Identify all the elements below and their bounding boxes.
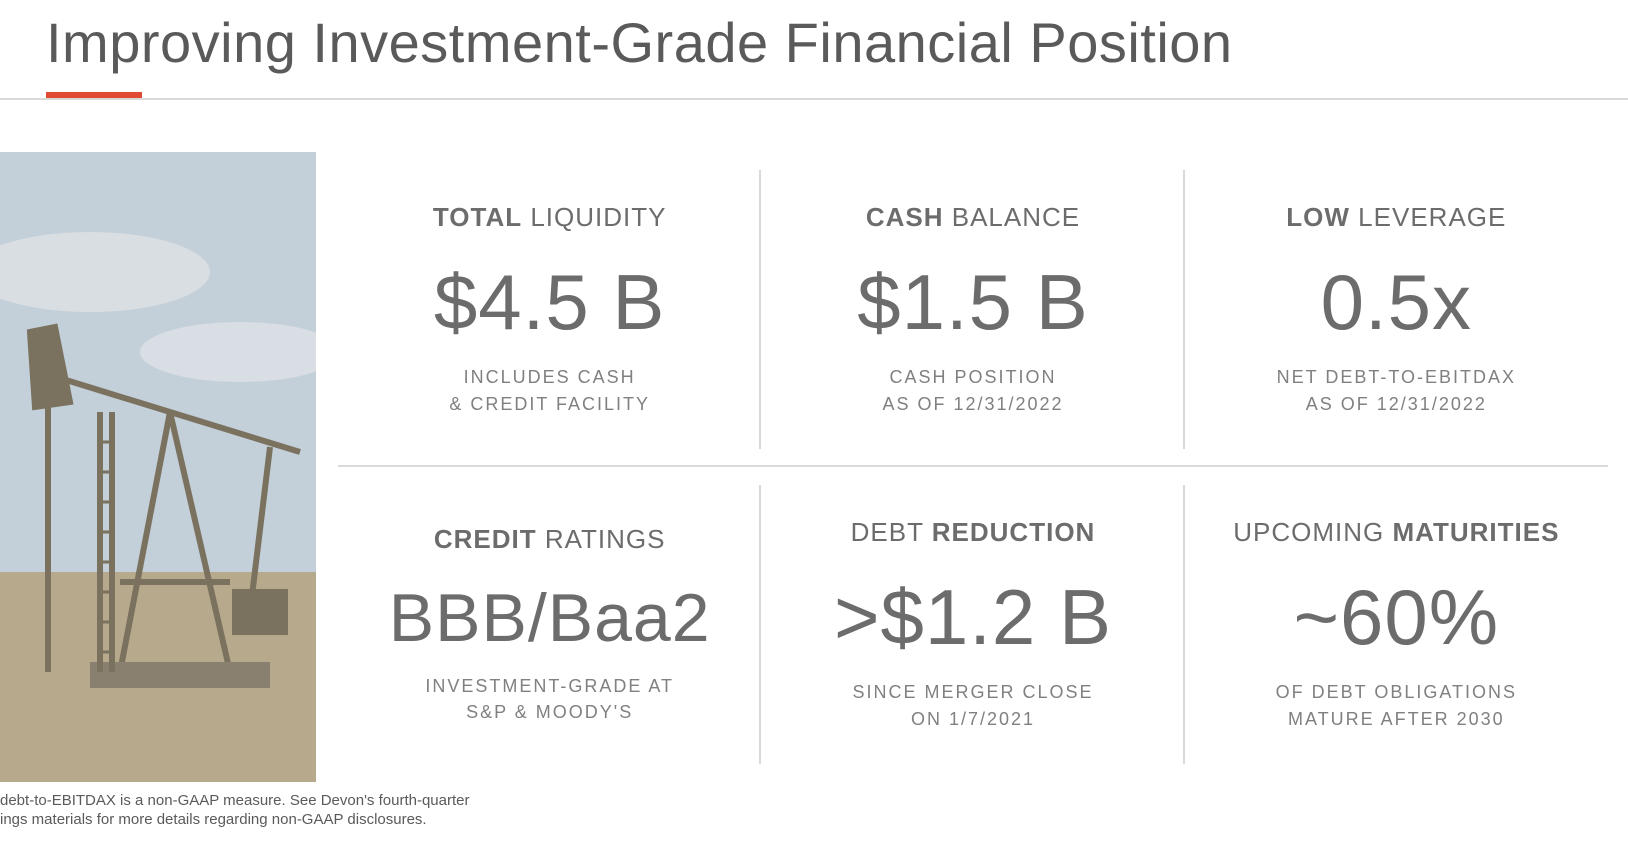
metric-sub: SINCE MERGER CLOSEON 1/7/2021 <box>852 679 1093 731</box>
metric-credit-ratings: CREDIT RATINGS BBB/Baa2 INVESTMENT-GRADE… <box>338 467 761 782</box>
metric-value: BBB/Baa2 <box>389 579 711 657</box>
metric-sub: NET DEBT-TO-EBITDAXAS OF 12/31/2022 <box>1277 364 1516 416</box>
metric-label: TOTAL LIQUIDITY <box>433 202 667 233</box>
metric-label: LOW LEVERAGE <box>1286 202 1506 233</box>
metric-sub: CASH POSITIONAS OF 12/31/2022 <box>882 364 1063 416</box>
slide: Improving Investment-Grade Financial Pos… <box>0 0 1628 858</box>
metric-value: ~60% <box>1293 572 1499 663</box>
metric-value: >$1.2 B <box>834 572 1112 663</box>
metric-upcoming-maturities: UPCOMING MATURITIES ~60% OF DEBT OBLIGAT… <box>1185 467 1608 782</box>
metric-sub: OF DEBT OBLIGATIONSMATURE AFTER 2030 <box>1276 679 1517 731</box>
metric-sub: INCLUDES CASH& CREDIT FACILITY <box>449 364 650 416</box>
metrics-grid: TOTAL LIQUIDITY $4.5 B INCLUDES CASH& CR… <box>338 152 1608 782</box>
metric-debt-reduction: DEBT REDUCTION >$1.2 B SINCE MERGER CLOS… <box>761 467 1184 782</box>
metric-value: $4.5 B <box>434 257 666 348</box>
metric-value: 0.5x <box>1321 257 1472 348</box>
metric-low-leverage: LOW LEVERAGE 0.5x NET DEBT-TO-EBITDAXAS … <box>1185 152 1608 467</box>
metric-label: UPCOMING MATURITIES <box>1233 517 1559 548</box>
metric-label: CREDIT RATINGS <box>434 524 666 555</box>
metric-cash-balance: CASH BALANCE $1.5 B CASH POSITIONAS OF 1… <box>761 152 1184 467</box>
metric-value: $1.5 B <box>857 257 1089 348</box>
pumpjack-image <box>0 152 316 782</box>
metric-label: DEBT REDUCTION <box>851 517 1096 548</box>
footnote: debt-to-EBITDAX is a non-GAAP measure. S… <box>0 792 469 830</box>
title-divider <box>0 98 1628 100</box>
metric-label: CASH BALANCE <box>866 202 1080 233</box>
page-title: Improving Investment-Grade Financial Pos… <box>46 10 1233 75</box>
metric-sub: INVESTMENT-GRADE ATS&P & MOODY'S <box>425 673 674 725</box>
metric-total-liquidity: TOTAL LIQUIDITY $4.5 B INCLUDES CASH& CR… <box>338 152 761 467</box>
